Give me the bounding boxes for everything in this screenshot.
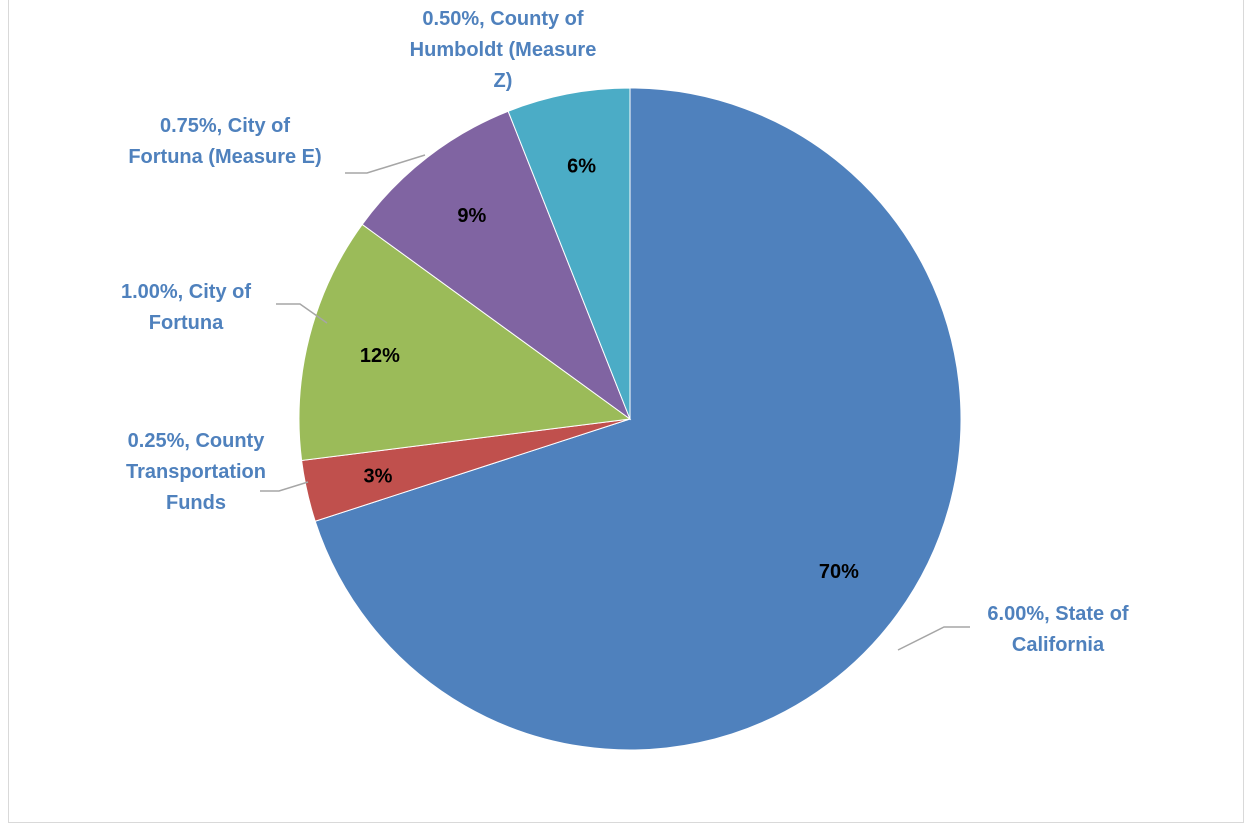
leader-line-2 [260,481,309,492]
pie-slice-5 [507,87,631,420]
percent-label-1: 70% [819,561,859,583]
pie-slice-4 [361,110,632,421]
percent-labels: 70% 3% 12% 9% 6% [360,155,859,582]
percent-label-4: 9% [457,205,486,227]
category-label-line: Transportation [126,461,266,483]
leader-line-1 [897,626,970,651]
category-label-line: California [1012,634,1105,656]
pie-slices [298,87,962,751]
category-label-line: 6.00%, State of [987,603,1129,625]
category-label-line: Z) [494,70,513,92]
category-label-5: 0.50%, County of Humboldt (Measure Z) [410,8,597,92]
percent-label-2: 3% [364,465,393,487]
category-label-1: 6.00%, State of California [987,603,1129,656]
pie-slice-1 [314,87,962,751]
category-label-line: Funds [166,492,226,514]
leader-line-3 [276,303,328,324]
category-label-line: Humboldt (Measure [410,39,597,61]
category-label-line: 0.50%, County of [422,8,583,30]
category-labels: 6.00%, State of California 0.25%, County Tr… [121,8,1129,656]
category-label-line: Fortuna [149,312,224,334]
category-label-line: 0.75%, City of [160,115,290,137]
category-label-line: Fortuna (Measure E) [128,146,321,168]
leader-lines [260,154,970,651]
category-label-2: 0.25%, County Transportation Funds [126,430,266,514]
category-label-3: 1.00%, City of Fortuna [121,281,251,334]
category-label-line: 1.00%, City of [121,281,251,303]
leader-line-4 [345,154,426,174]
category-label-line: 0.25%, County [128,430,266,452]
category-label-4: 0.75%, City of Fortuna (Measure E) [128,115,321,168]
percent-label-5: 6% [567,155,596,177]
percent-label-3: 12% [360,345,400,367]
pie-slice-3 [298,223,632,462]
